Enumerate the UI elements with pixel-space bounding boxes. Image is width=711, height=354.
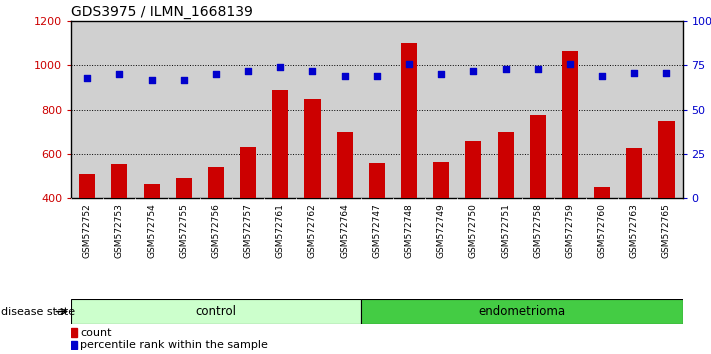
Text: GSM572752: GSM572752 bbox=[82, 203, 92, 258]
Text: GSM572756: GSM572756 bbox=[211, 203, 220, 258]
Bar bbox=[618, 21, 651, 198]
Point bbox=[565, 61, 576, 67]
Bar bbox=[272, 90, 289, 198]
Bar bbox=[103, 21, 136, 198]
Bar bbox=[626, 148, 642, 198]
Text: GSM572751: GSM572751 bbox=[501, 203, 510, 258]
Point bbox=[306, 68, 318, 74]
Bar bbox=[369, 163, 385, 198]
Bar bbox=[336, 132, 353, 198]
Bar bbox=[498, 132, 513, 198]
Text: GSM572755: GSM572755 bbox=[179, 203, 188, 258]
Text: count: count bbox=[80, 327, 112, 338]
Bar bbox=[360, 299, 683, 324]
Text: GSM572762: GSM572762 bbox=[308, 203, 317, 258]
Bar bbox=[465, 141, 481, 198]
Text: GSM572761: GSM572761 bbox=[276, 203, 285, 258]
Bar bbox=[264, 21, 296, 198]
Bar bbox=[522, 21, 554, 198]
Text: GSM572749: GSM572749 bbox=[437, 203, 446, 258]
Point bbox=[436, 72, 447, 77]
Text: GSM572754: GSM572754 bbox=[147, 203, 156, 258]
Bar bbox=[208, 167, 224, 198]
Text: GSM572764: GSM572764 bbox=[340, 203, 349, 258]
Point bbox=[597, 73, 608, 79]
Bar bbox=[393, 21, 425, 198]
Text: GSM572753: GSM572753 bbox=[115, 203, 124, 258]
Point bbox=[178, 77, 189, 82]
Bar bbox=[136, 21, 168, 198]
Bar bbox=[71, 341, 77, 349]
Text: GSM572758: GSM572758 bbox=[533, 203, 542, 258]
Point bbox=[274, 64, 286, 70]
Bar bbox=[489, 21, 522, 198]
Bar bbox=[457, 21, 489, 198]
Point bbox=[661, 70, 672, 75]
Bar bbox=[168, 21, 200, 198]
Text: GSM572748: GSM572748 bbox=[405, 203, 414, 258]
Point bbox=[532, 66, 543, 72]
Point bbox=[146, 77, 157, 82]
Text: GSM572759: GSM572759 bbox=[565, 203, 574, 258]
Point bbox=[629, 70, 640, 75]
Text: percentile rank within the sample: percentile rank within the sample bbox=[80, 340, 268, 350]
Bar bbox=[79, 174, 95, 198]
Bar bbox=[240, 147, 256, 198]
Text: GSM572765: GSM572765 bbox=[662, 203, 671, 258]
Bar bbox=[594, 187, 610, 198]
Text: GSM572747: GSM572747 bbox=[373, 203, 381, 258]
Bar bbox=[658, 121, 675, 198]
Bar bbox=[562, 51, 578, 198]
Bar bbox=[425, 21, 457, 198]
Point bbox=[500, 66, 511, 72]
Bar bbox=[71, 299, 360, 324]
Bar bbox=[176, 178, 192, 198]
Text: endometrioma: endometrioma bbox=[478, 305, 565, 318]
Bar bbox=[651, 21, 683, 198]
Point bbox=[210, 72, 222, 77]
Bar bbox=[71, 328, 77, 337]
Bar bbox=[554, 21, 586, 198]
Bar bbox=[586, 21, 618, 198]
Bar bbox=[360, 21, 393, 198]
Text: control: control bbox=[196, 305, 237, 318]
Bar bbox=[144, 184, 159, 198]
Text: GSM572760: GSM572760 bbox=[598, 203, 606, 258]
Point bbox=[403, 61, 415, 67]
Text: disease state: disease state bbox=[1, 307, 75, 316]
Bar bbox=[328, 21, 360, 198]
Point bbox=[242, 68, 254, 74]
Bar bbox=[530, 115, 546, 198]
Text: GSM572757: GSM572757 bbox=[244, 203, 252, 258]
Bar bbox=[401, 44, 417, 198]
Point bbox=[468, 68, 479, 74]
Text: GSM572750: GSM572750 bbox=[469, 203, 478, 258]
Bar bbox=[200, 21, 232, 198]
Point bbox=[114, 72, 125, 77]
Bar bbox=[296, 21, 328, 198]
Bar bbox=[232, 21, 264, 198]
Bar bbox=[112, 164, 127, 198]
Text: GSM572763: GSM572763 bbox=[630, 203, 638, 258]
Bar bbox=[71, 21, 103, 198]
Point bbox=[82, 75, 93, 81]
Bar bbox=[433, 162, 449, 198]
Point bbox=[339, 73, 351, 79]
Bar bbox=[304, 99, 321, 198]
Text: GDS3975 / ILMN_1668139: GDS3975 / ILMN_1668139 bbox=[71, 5, 253, 19]
Point bbox=[371, 73, 383, 79]
